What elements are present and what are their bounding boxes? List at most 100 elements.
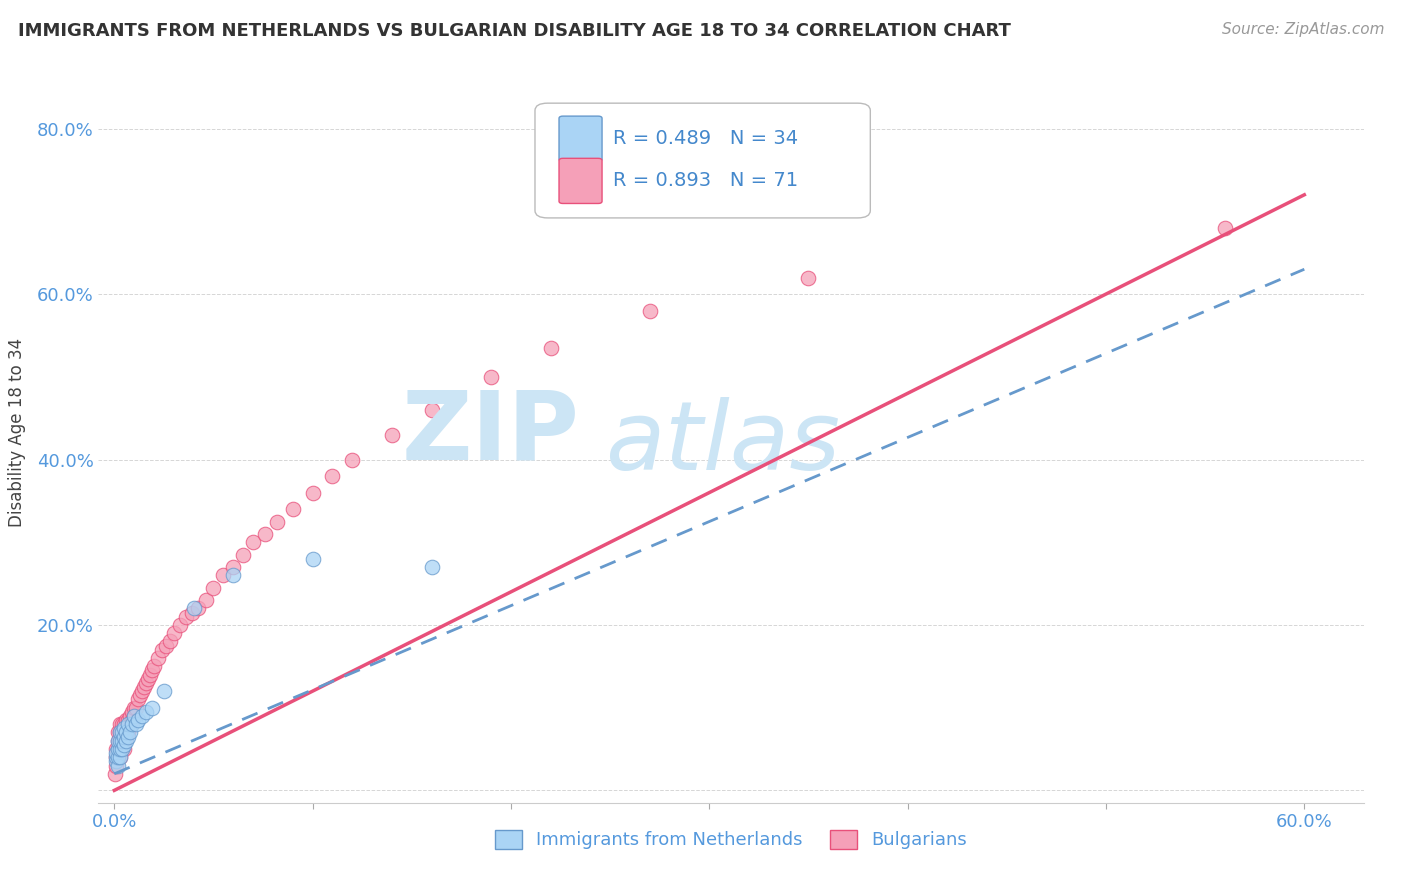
Point: [222, 568, 245, 582]
Point: [112, 722, 135, 736]
Point: [111, 742, 134, 756]
Text: Source: ZipAtlas.com: Source: ZipAtlas.com: [1222, 22, 1385, 37]
Point: [139, 667, 162, 681]
Point: [110, 725, 132, 739]
Point: [135, 676, 157, 690]
Point: [797, 270, 820, 285]
Point: [222, 560, 245, 574]
Point: [107, 750, 129, 764]
Point: [112, 730, 135, 744]
Point: [117, 717, 139, 731]
Point: [479, 369, 502, 384]
Text: atlas: atlas: [605, 397, 839, 491]
Point: [1213, 220, 1236, 235]
Point: [174, 609, 197, 624]
Point: [342, 452, 364, 467]
FancyBboxPatch shape: [560, 116, 602, 161]
Point: [107, 725, 129, 739]
Y-axis label: Disability Age 18 to 34: Disability Age 18 to 34: [7, 338, 25, 527]
Point: [638, 303, 661, 318]
Point: [266, 515, 288, 529]
Point: [120, 717, 142, 731]
Point: [253, 527, 276, 541]
Point: [107, 758, 129, 772]
Point: [136, 672, 159, 686]
Point: [117, 713, 139, 727]
Point: [115, 733, 138, 747]
Point: [141, 700, 163, 714]
Point: [121, 717, 143, 731]
Point: [141, 664, 163, 678]
Point: [104, 767, 127, 781]
Point: [117, 725, 139, 739]
Point: [105, 750, 128, 764]
Point: [107, 733, 129, 747]
Point: [150, 642, 173, 657]
Point: [105, 750, 128, 764]
Point: [107, 750, 129, 764]
Point: [105, 758, 128, 772]
Point: [420, 402, 443, 417]
Point: [105, 755, 128, 769]
Text: R = 0.893   N = 71: R = 0.893 N = 71: [613, 171, 799, 190]
FancyBboxPatch shape: [560, 158, 602, 203]
Point: [131, 684, 153, 698]
Point: [301, 551, 323, 566]
Point: [110, 742, 132, 756]
Point: [111, 733, 134, 747]
Point: [127, 692, 149, 706]
Point: [121, 705, 143, 719]
Point: [540, 341, 562, 355]
Point: [112, 742, 135, 756]
Point: [321, 469, 343, 483]
Point: [169, 618, 191, 632]
Point: [122, 709, 145, 723]
Point: [121, 713, 143, 727]
Point: [163, 626, 186, 640]
FancyBboxPatch shape: [534, 103, 870, 218]
Point: [111, 742, 134, 756]
Point: [111, 725, 134, 739]
Point: [117, 730, 139, 744]
Point: [115, 725, 138, 739]
Point: [105, 750, 128, 764]
Point: [111, 733, 134, 747]
Point: [110, 733, 132, 747]
Point: [131, 709, 153, 723]
Point: [110, 750, 132, 764]
Point: [107, 733, 129, 747]
Point: [112, 738, 135, 752]
Point: [110, 733, 132, 747]
Point: [115, 722, 138, 736]
Point: [105, 742, 128, 756]
Point: [281, 502, 304, 516]
Point: [127, 713, 149, 727]
Point: [107, 742, 129, 756]
Point: [115, 730, 138, 744]
Point: [125, 717, 148, 731]
Point: [122, 700, 145, 714]
Point: [110, 750, 132, 764]
Point: [120, 709, 142, 723]
Point: [194, 593, 217, 607]
Point: [125, 700, 148, 714]
Point: [110, 742, 132, 756]
Point: [115, 713, 138, 727]
Point: [112, 725, 135, 739]
Point: [187, 601, 209, 615]
Text: ZIP: ZIP: [401, 386, 579, 479]
Point: [159, 634, 181, 648]
Point: [120, 725, 142, 739]
Point: [301, 485, 323, 500]
Point: [381, 427, 404, 442]
Point: [107, 742, 129, 756]
Point: [110, 717, 132, 731]
Point: [112, 717, 135, 731]
Point: [180, 606, 202, 620]
Legend: Immigrants from Netherlands, Bulgarians: Immigrants from Netherlands, Bulgarians: [488, 823, 974, 856]
Text: R = 0.489   N = 34: R = 0.489 N = 34: [613, 129, 799, 148]
Point: [155, 639, 177, 653]
Point: [129, 688, 152, 702]
Point: [110, 725, 132, 739]
Point: [112, 733, 135, 747]
